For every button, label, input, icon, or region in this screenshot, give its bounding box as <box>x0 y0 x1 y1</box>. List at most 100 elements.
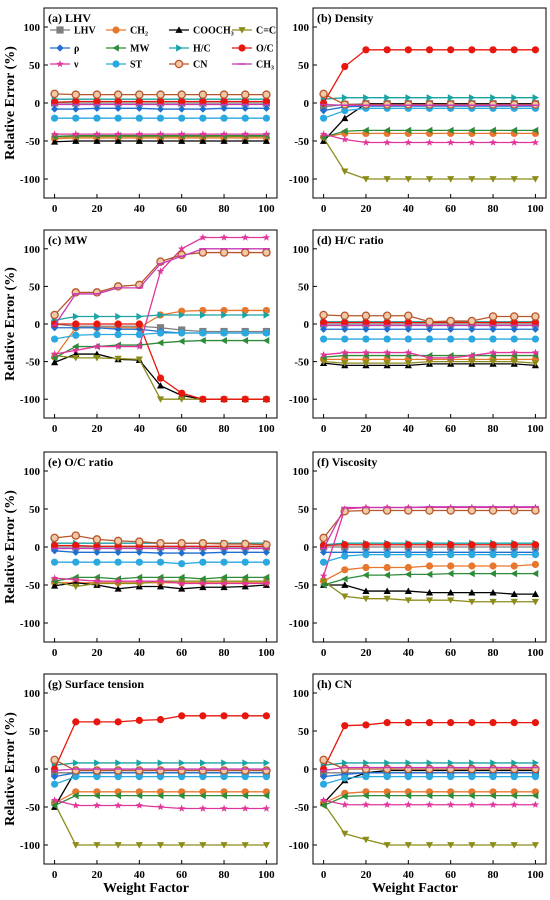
data-point-ST <box>404 335 412 343</box>
data-point-rho <box>362 325 370 333</box>
x-tick-label: 100 <box>258 647 275 659</box>
data-point-nu <box>135 342 144 350</box>
data-point-OC <box>404 46 412 54</box>
data-point-OC <box>135 320 143 328</box>
panel-title: (d) H/C ratio <box>317 233 384 247</box>
legend-label-OC: O/C <box>256 44 274 55</box>
data-point-CH2 <box>425 562 434 570</box>
data-point-HC <box>115 759 122 767</box>
data-point-HC <box>221 759 228 767</box>
x-tick-label: 0 <box>321 647 327 659</box>
data-point-ST <box>468 551 476 559</box>
data-point-CC <box>489 176 497 183</box>
data-point-MW <box>404 570 412 578</box>
data-point-MW <box>178 573 185 581</box>
data-point-CN <box>488 100 498 109</box>
data-point-ST <box>531 551 540 559</box>
x-tick-label: 80 <box>219 203 231 215</box>
data-point-LHV <box>319 769 328 777</box>
data-point-CC <box>72 354 80 362</box>
y-tick-label: 0 <box>35 764 41 776</box>
data-point-MW <box>341 575 348 583</box>
data-point-CC <box>404 176 412 183</box>
data-point-nu <box>241 130 249 138</box>
data-point-MW <box>241 573 249 581</box>
data-point-OC <box>468 719 476 727</box>
data-point-HC <box>178 759 186 767</box>
x-tick-label: 0 <box>321 203 327 215</box>
data-point-nu <box>468 800 476 808</box>
data-point-OC <box>72 541 80 550</box>
data-point-CN <box>262 540 271 549</box>
data-point-HC <box>136 312 143 321</box>
data-point-LHV <box>50 769 59 777</box>
data-point-OC <box>220 395 228 403</box>
data-point-MW <box>156 339 164 347</box>
data-point-OC <box>489 719 497 727</box>
data-point-MW <box>531 792 539 800</box>
data-point-CC <box>531 360 540 367</box>
data-point-rho <box>220 104 228 112</box>
data-point-OC <box>114 320 122 328</box>
data-point-CN <box>71 766 81 775</box>
panel-title: (h) CN <box>317 677 352 691</box>
data-point-CN <box>262 766 271 775</box>
data-point-MW <box>510 570 518 578</box>
data-point-ST <box>489 551 497 559</box>
data-point-OC <box>362 721 370 729</box>
y-tick-label: 0 <box>35 319 41 331</box>
x-tick-label: 100 <box>258 203 275 215</box>
series-group <box>50 233 271 403</box>
data-point-HC <box>384 94 391 102</box>
data-point-OC <box>447 719 455 727</box>
data-point-OC <box>114 97 122 106</box>
data-point-COOCH3 <box>156 582 165 590</box>
data-point-nu <box>220 579 228 587</box>
x-tick-label: 60 <box>445 423 457 435</box>
series-line-CC <box>54 802 267 846</box>
data-point-COOCH3 <box>220 137 228 144</box>
data-point-nu <box>135 130 144 138</box>
data-point-MW <box>319 581 327 589</box>
data-point-OC <box>93 718 101 726</box>
data-point-nu <box>199 130 207 138</box>
data-point-OC <box>531 719 540 727</box>
data-point-COOCH3 <box>199 583 207 591</box>
data-point-CN <box>319 89 328 99</box>
data-point-CC <box>72 842 80 849</box>
data-point-ST <box>510 335 518 343</box>
data-point-rho <box>383 325 391 333</box>
data-point-CN <box>92 535 102 544</box>
data-point-rho <box>199 105 207 113</box>
data-point-HC <box>341 94 349 102</box>
data-point-LHV <box>319 103 328 111</box>
data-point-nu <box>531 138 540 146</box>
data-point-MW <box>341 127 348 135</box>
data-point-ST <box>362 335 370 343</box>
data-point-nu <box>262 130 271 138</box>
data-point-OC <box>425 719 434 727</box>
data-point-CC <box>199 842 207 849</box>
data-point-CN <box>240 539 250 549</box>
data-point-CC <box>114 580 122 588</box>
data-point-ST <box>178 114 186 122</box>
data-point-CN <box>361 311 371 320</box>
data-point-COOCH3 <box>362 587 370 594</box>
data-point-CN <box>198 766 208 775</box>
data-point-CN <box>92 90 102 99</box>
data-point-nu <box>531 348 540 356</box>
data-point-OC <box>262 712 271 720</box>
x-tick-label: 40 <box>403 423 415 435</box>
y-tick-label: 50 <box>298 504 310 516</box>
data-point-HC <box>199 759 207 767</box>
data-point-CN <box>488 506 498 515</box>
data-point-OC <box>241 712 249 720</box>
data-point-nu <box>262 233 271 241</box>
x-tick-label: 20 <box>91 423 103 435</box>
data-point-HC <box>263 759 271 767</box>
data-point-rho <box>510 325 518 333</box>
data-point-ST <box>156 558 165 566</box>
y-tick-label: 0 <box>35 98 41 110</box>
panel-5: -100 -50 0 50 100 0 20 40 60 80 100 (f) Viscosity <box>289 451 547 659</box>
y-tick-label: -100 <box>20 394 41 406</box>
